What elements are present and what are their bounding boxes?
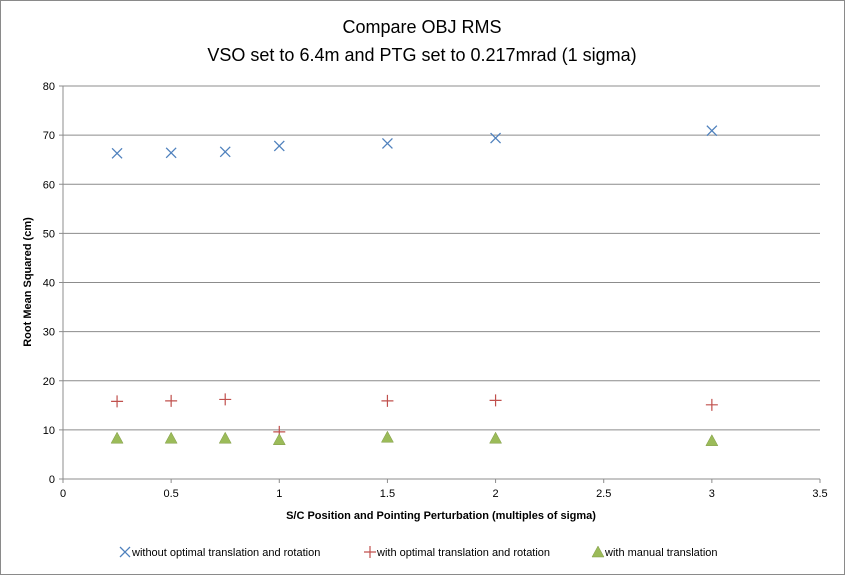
- y-tick-label: 80: [43, 81, 55, 93]
- data-point-series-2: [165, 394, 178, 407]
- data-point-series-3: [218, 431, 232, 444]
- plus-marker-icon: [165, 394, 178, 407]
- triangle-marker-icon: [272, 433, 286, 445]
- x-marker-icon: [219, 146, 231, 158]
- plus-marker-icon: [381, 394, 394, 407]
- x-marker-icon: [111, 147, 123, 159]
- data-point-series-3: [381, 430, 394, 443]
- plus-marker-icon: [364, 546, 376, 558]
- x-marker-icon: [165, 147, 177, 159]
- data-point-series-2: [381, 394, 394, 407]
- data-point-series-1: [219, 146, 231, 158]
- data-point-series-3: [489, 431, 502, 444]
- y-axis-label: Root Mean Squared (cm): [22, 217, 34, 347]
- x-marker-icon: [706, 125, 718, 137]
- data-point-series-1: [273, 140, 285, 152]
- plus-marker-icon: [111, 395, 124, 408]
- x-tick-label: 3.5: [812, 488, 827, 500]
- triangle-marker-icon: [705, 434, 719, 446]
- y-tick-label: 10: [43, 425, 55, 437]
- plus-marker-icon: [705, 398, 718, 411]
- x-tick-label: 2.5: [596, 488, 611, 500]
- x-tick-label: 1.5: [380, 488, 395, 500]
- data-point-series-1: [490, 132, 502, 144]
- legend-marker-2: [364, 546, 376, 558]
- y-tick-label: 40: [43, 278, 55, 290]
- chart-title-line-1: Compare OBJ RMS: [342, 17, 501, 37]
- chart-title-line-2: VSO set to 6.4m and PTG set to 0.217mrad…: [207, 45, 636, 65]
- x-marker-icon: [381, 138, 393, 149]
- data-point-series-1: [165, 147, 177, 159]
- triangle-marker-icon: [381, 430, 394, 443]
- data-point-series-1: [381, 138, 393, 149]
- x-tick-label: 0.5: [163, 488, 178, 500]
- data-point-series-1: [706, 125, 718, 137]
- data-point-series-2: [705, 398, 718, 411]
- data-point-series-2: [111, 395, 124, 408]
- triangle-marker-icon: [591, 545, 605, 558]
- plus-marker-icon: [219, 393, 232, 406]
- x-tick-label: 0: [60, 488, 66, 500]
- plus-marker-icon: [489, 394, 502, 407]
- y-tick-label: 20: [43, 376, 55, 388]
- data-point-series-2: [219, 393, 232, 406]
- data-point-series-3: [705, 434, 719, 446]
- legend-marker-1: [119, 546, 131, 558]
- data-point-series-3: [272, 433, 286, 445]
- legend-label-3: with manual translation: [604, 547, 718, 559]
- y-tick-label: 50: [43, 228, 55, 240]
- y-tick-label: 60: [43, 179, 55, 191]
- x-marker-icon: [119, 546, 131, 558]
- x-tick-label: 3: [709, 488, 715, 500]
- y-tick-label: 30: [43, 327, 55, 339]
- x-tick-label: 2: [493, 488, 499, 500]
- y-tick-label: 70: [43, 130, 55, 142]
- data-point-series-1: [111, 147, 123, 159]
- legend-label-1: without optimal translation and rotation: [131, 547, 320, 559]
- triangle-marker-icon: [164, 431, 178, 444]
- data-point-series-2: [489, 394, 502, 407]
- x-marker-icon: [273, 140, 285, 152]
- x-marker-icon: [490, 132, 502, 144]
- triangle-marker-icon: [489, 431, 502, 444]
- y-tick-label: 0: [49, 474, 55, 486]
- legend-marker-3: [591, 545, 605, 558]
- triangle-marker-icon: [218, 431, 232, 444]
- data-point-series-3: [110, 431, 124, 444]
- triangle-marker-icon: [110, 431, 124, 444]
- x-axis-label: S/C Position and Pointing Perturbation (…: [286, 510, 596, 522]
- legend-label-2: with optimal translation and rotation: [376, 547, 550, 559]
- x-tick-label: 1: [276, 488, 282, 500]
- data-point-series-3: [164, 431, 178, 444]
